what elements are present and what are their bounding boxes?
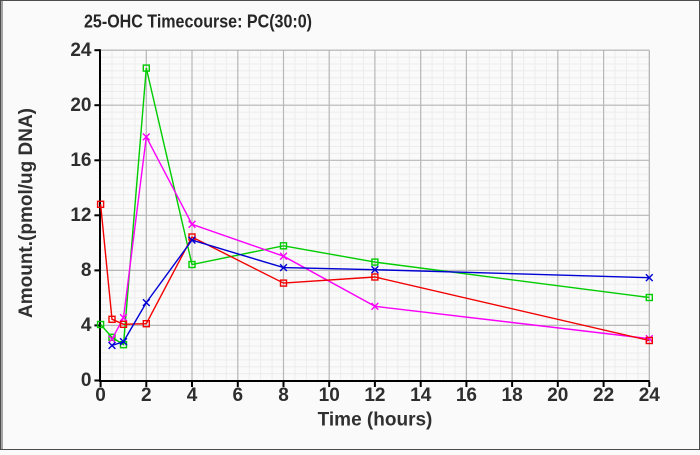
svg-text:12: 12	[364, 385, 385, 406]
svg-text:24: 24	[70, 40, 92, 61]
svg-text:20: 20	[547, 385, 568, 406]
svg-text:10: 10	[319, 385, 340, 406]
svg-text:24: 24	[639, 385, 661, 406]
svg-text:4: 4	[81, 315, 92, 336]
svg-text:16: 16	[70, 150, 91, 171]
svg-text:2: 2	[141, 385, 152, 406]
svg-text:8: 8	[278, 385, 289, 406]
svg-text:16: 16	[456, 385, 477, 406]
svg-text:18: 18	[502, 385, 523, 406]
svg-text:8: 8	[81, 260, 92, 281]
svg-text:Amount.(pmol/ug DNA): Amount.(pmol/ug DNA)	[16, 108, 37, 318]
svg-text:14: 14	[410, 385, 432, 406]
svg-text:6: 6	[233, 385, 244, 406]
svg-text:20: 20	[70, 95, 91, 116]
svg-text:25-OHC Timecourse: PC(30:0): 25-OHC Timecourse: PC(30:0)	[84, 12, 312, 32]
svg-text:4: 4	[187, 385, 198, 406]
svg-text:22: 22	[593, 385, 614, 406]
svg-text:12: 12	[70, 205, 91, 226]
svg-text:0: 0	[81, 370, 92, 391]
svg-text:0: 0	[95, 385, 106, 406]
svg-text:Time (hours): Time (hours)	[318, 410, 433, 431]
